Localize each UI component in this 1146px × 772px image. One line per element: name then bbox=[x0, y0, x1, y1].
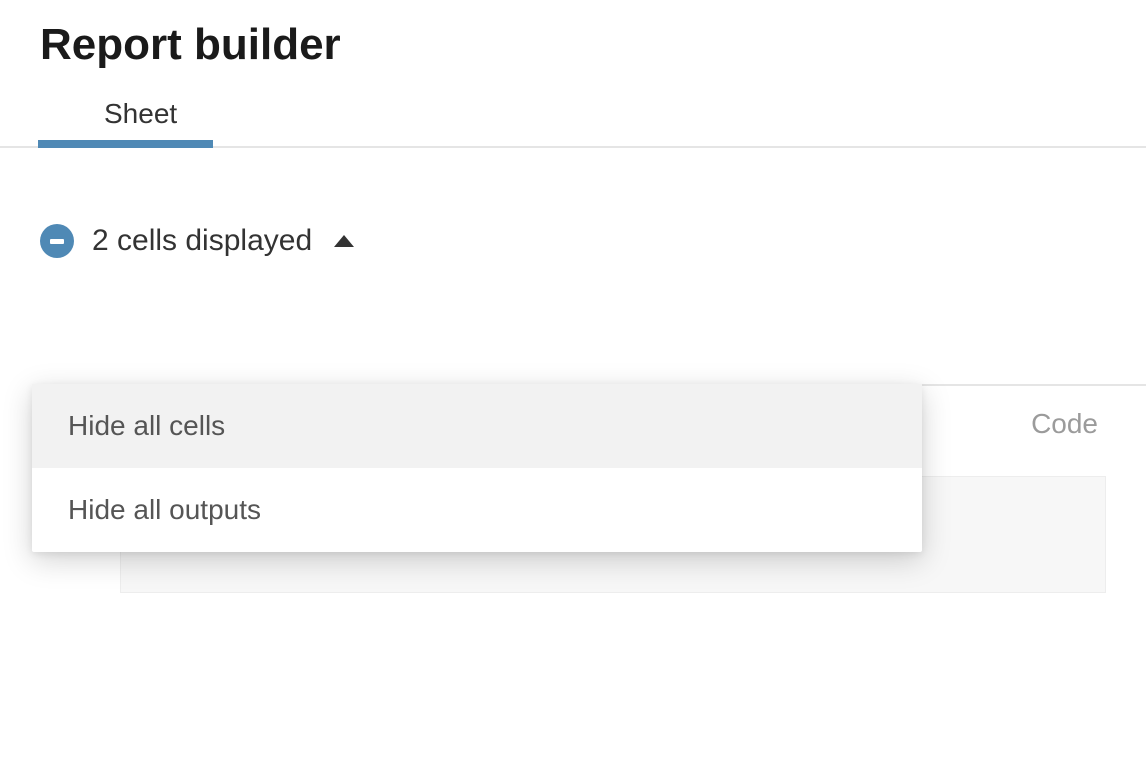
chevron-up-icon bbox=[334, 235, 354, 247]
cells-displayed-label: 2 cells displayed bbox=[92, 224, 312, 258]
tab-sheet[interactable]: Sheet bbox=[40, 94, 211, 146]
page-title: Report builder bbox=[0, 0, 1146, 94]
cells-visibility-bar: 2 cells displayed bbox=[0, 148, 1146, 276]
cells-displayed-dropdown[interactable]: 2 cells displayed bbox=[92, 224, 354, 258]
cells-dropdown-menu: Hide all cells Hide all outputs bbox=[32, 384, 922, 552]
cell-type-label[interactable]: Code bbox=[1031, 408, 1098, 440]
collapse-icon[interactable] bbox=[40, 224, 74, 258]
tabs: Sheet bbox=[0, 94, 1146, 148]
menu-item-hide-all-cells[interactable]: Hide all cells bbox=[32, 384, 922, 468]
menu-item-hide-all-outputs[interactable]: Hide all outputs bbox=[32, 468, 922, 552]
